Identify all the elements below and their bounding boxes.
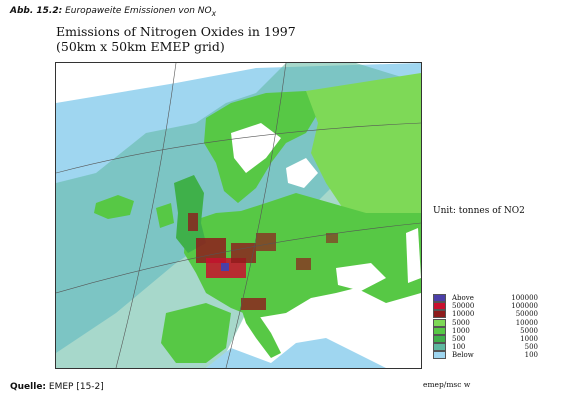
legend-swatch [433, 326, 446, 335]
black-sea [336, 263, 386, 291]
figure-caption: Abb. 15.2: Europaweite Emissionen von NO… [10, 6, 216, 18]
mediterranean [206, 338, 386, 368]
legend-swatch [433, 351, 446, 360]
legend-row: 500 1000 [433, 335, 538, 344]
legend-high: 500 [524, 343, 538, 352]
scandinavia-low [231, 123, 281, 173]
map-title: Emissions of Nitrogen Oxides in 1997 (50… [56, 24, 296, 54]
hotspots [188, 213, 338, 310]
legend-label: 10000 50000 [452, 310, 538, 318]
legend-label: 5000 10000 [452, 319, 538, 327]
legend-low: Below [452, 351, 474, 360]
legend-label: Below 100 [452, 351, 538, 359]
russia-north [306, 73, 421, 223]
legend-row: 10000 50000 [433, 310, 538, 319]
iberia [161, 303, 231, 363]
legend-label: 50000 100000 [452, 302, 538, 310]
graticule [56, 63, 421, 368]
map-svg [56, 63, 421, 368]
source-footer: Quelle: EMEP [15-2] [10, 382, 104, 392]
caspian-sea [406, 228, 421, 283]
legend-high: 100000 [511, 302, 538, 311]
baltic-sea [286, 158, 318, 188]
legend-low: 100 [452, 343, 466, 352]
legend-row: 1000 5000 [433, 326, 538, 335]
legend-row: Above 100000 [433, 294, 538, 303]
legend-swatch [433, 335, 446, 344]
caption-text: Europaweite Emissionen von NO [65, 6, 212, 16]
legend-high: 1000 [520, 335, 538, 344]
legend-row: 100 500 [433, 343, 538, 352]
map-title-line2: (50km x 50km EMEP grid) [56, 39, 225, 54]
legend-row: 5000 10000 [433, 318, 538, 327]
italy [241, 308, 281, 358]
legend-swatch [433, 294, 446, 303]
caption-subscript: x [211, 8, 217, 18]
legend-low: 500 [452, 335, 466, 344]
source-label: Quelle: [10, 382, 47, 392]
legend-swatch [433, 302, 446, 311]
legend-swatch [433, 343, 446, 352]
legend-low: 10000 [452, 310, 475, 319]
legend-high: 100 [524, 351, 538, 360]
legend-high: 10000 [515, 318, 538, 327]
legend-low: 1000 [452, 326, 470, 335]
legend-row: 50000 100000 [433, 302, 538, 311]
legend-low: Above [452, 294, 474, 303]
legend-high: 5000 [520, 326, 538, 335]
legend-high: 100000 [511, 294, 538, 303]
legend-label: 100 500 [452, 343, 538, 351]
legend-swatch [433, 310, 446, 319]
legend: Above 100000 50000 100000 10000 50000 5000 1000… [433, 294, 538, 360]
legend-low: 5000 [452, 318, 470, 327]
ireland [156, 203, 174, 228]
legend-high: 50000 [515, 310, 538, 319]
credit-text: emep/msc w [423, 380, 471, 389]
legend-row: Below 100 [433, 351, 538, 360]
emission-map [55, 62, 422, 369]
legend-swatch [433, 318, 446, 327]
legend-low: 50000 [452, 302, 475, 311]
unit-label: Unit: tonnes of NO2 [433, 206, 525, 216]
map-title-line1: Emissions of Nitrogen Oxides in 1997 [56, 24, 296, 39]
caption-label: Abb. 15.2: [10, 6, 63, 16]
legend-label: 1000 5000 [452, 327, 538, 335]
legend-label: Above 100000 [452, 294, 538, 302]
iceland [94, 195, 134, 219]
source-text: EMEP [15-2] [48, 382, 104, 392]
legend-label: 500 1000 [452, 335, 538, 343]
